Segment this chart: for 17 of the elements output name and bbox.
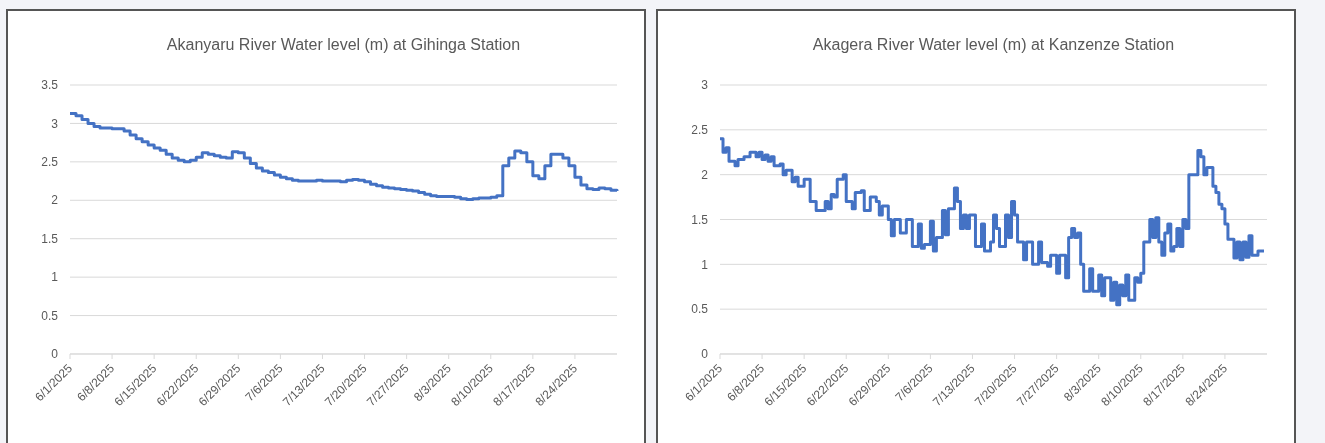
y-tick-label: 3.5 [41,78,59,93]
y-tick-label: 1 [701,257,709,272]
y-tick-label: 1 [51,270,59,285]
chart-title: Akanyaru River Water level (m) at Gihinga Station [166,36,521,53]
y-tick-label: 1.5 [41,231,59,246]
y-tick-label: 0 [701,347,709,362]
y-tick-label: 3 [51,116,59,131]
chart-title: Akagera River Water level (m) at Kanzenze Station [812,36,1175,53]
y-tick-label: 0 [51,347,59,362]
y-tick-label: 0.5 [41,308,59,323]
y-tick-label: 2 [701,167,709,182]
y-tick-label: 0.5 [691,302,709,317]
y-tick-label: 2 [51,193,59,208]
y-tick-label: 2.5 [41,155,59,170]
y-tick-label: 2.5 [691,123,709,138]
y-tick-label: 3 [701,78,709,93]
y-tick-label: 1.5 [691,212,709,227]
